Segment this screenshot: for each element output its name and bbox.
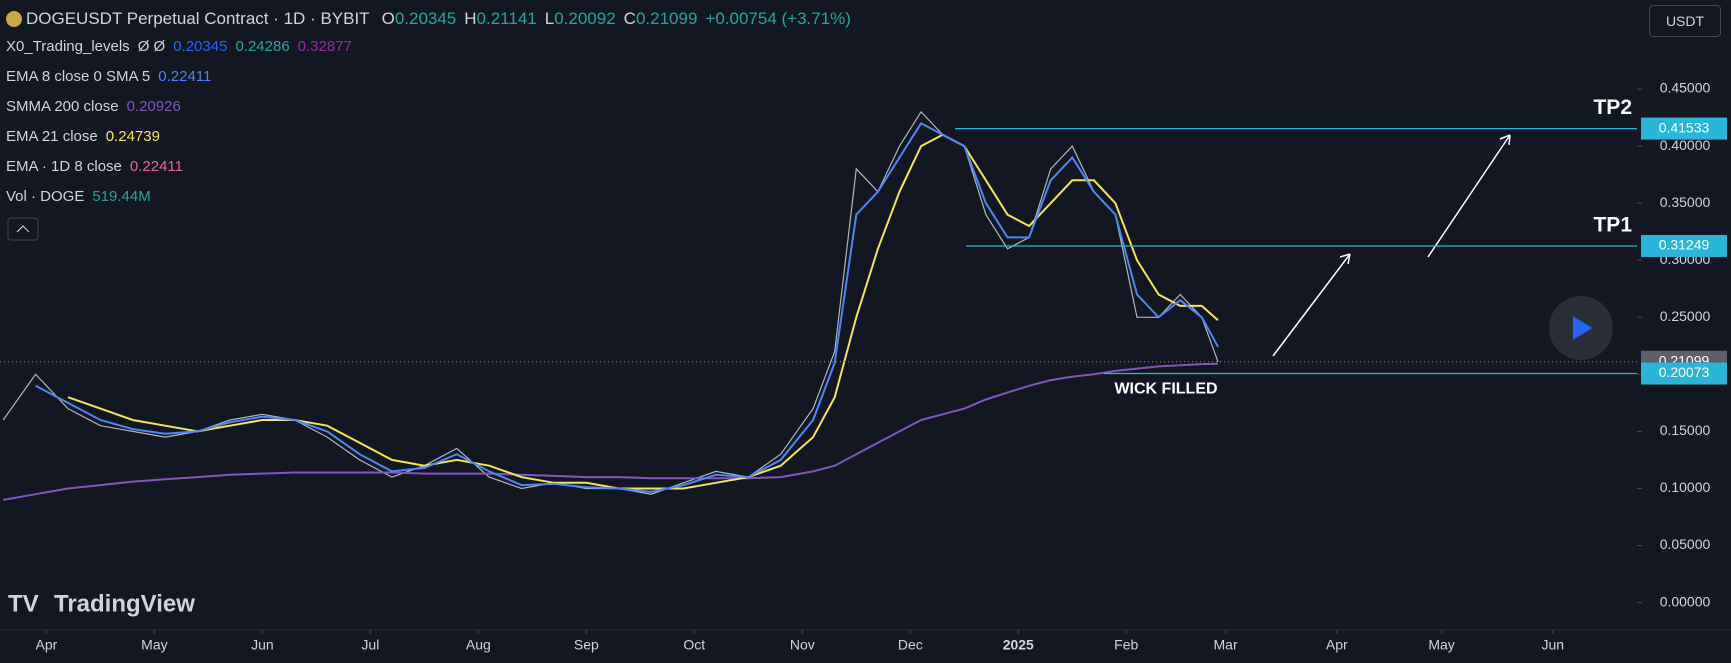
price-axis-panel: [1637, 0, 1731, 663]
indicator-line: [35, 121, 1219, 493]
indicator-value: 0.32877: [297, 38, 352, 55]
indicator-value: 0.22411: [129, 158, 183, 175]
level-annotation: WICK FILLED: [1114, 381, 1217, 398]
collapse-button[interactable]: [7, 217, 39, 241]
x-tick-label: Mar: [1214, 637, 1238, 653]
arrow: [1272, 253, 1351, 357]
x-tick-label: May: [141, 637, 167, 653]
x-tick-label: Apr: [36, 637, 58, 653]
indicator-value: 519.44M: [92, 188, 151, 205]
ohlc-value: 0.21141: [476, 9, 537, 28]
indicator-name: EMA 8 close 0 SMA 5: [6, 68, 151, 85]
arrow-head: [1499, 134, 1511, 140]
arrow-head: [1347, 253, 1351, 265]
x-tick-label: 2025: [1003, 637, 1034, 653]
x-tick-label: Oct: [683, 637, 705, 653]
x-tick-label: Sep: [574, 637, 599, 653]
ohlc-label: O: [381, 9, 395, 28]
indicator-row[interactable]: EMA 21 close 0.24739: [6, 128, 168, 145]
ohlc-label: L: [544, 9, 555, 28]
indicator-row[interactable]: Vol · DOGE 519.44M: [6, 188, 159, 205]
collapse-icon: [16, 225, 30, 233]
ohlc-value: 0.20092: [554, 9, 616, 28]
indicator-value: 0.24286: [235, 38, 290, 55]
arrow-head: [1339, 253, 1351, 258]
x-tick-label: May: [1428, 637, 1454, 653]
coin-icon: [6, 11, 22, 27]
level-price-label: 0.41533: [1659, 119, 1710, 135]
header: DOGEUSDT Perpetual Contract · 1D · BYBIT…: [26, 9, 854, 29]
level-price-label: 0.20073: [1659, 364, 1710, 380]
level-price-tag: [1641, 234, 1727, 257]
ohlc-label: H: [464, 9, 477, 28]
indicator-value: 0.20926: [126, 98, 181, 115]
currency-button[interactable]: USDT: [1649, 5, 1721, 37]
x-tick-label: Feb: [1114, 637, 1138, 653]
y-tick-label: 0.05000: [1660, 536, 1711, 552]
x-tick-label: Jul: [361, 637, 379, 653]
indicator-value: 0.24739: [105, 128, 160, 145]
indicator-row[interactable]: X0_Trading_levels Ø Ø 0.20345 0.24286 0.3287…: [6, 38, 360, 55]
level-price-label: 0.31249: [1659, 237, 1710, 253]
y-tick-label: 0.15000: [1660, 422, 1711, 438]
level-price-tag: [1641, 117, 1727, 140]
ohlc-label: C: [623, 9, 636, 28]
indicator-params: Ø Ø: [137, 38, 166, 55]
x-tick-label: Aug: [466, 637, 491, 653]
play-icon: [1573, 316, 1592, 340]
y-tick-label: 0.40000: [1660, 137, 1711, 153]
indicator-line: [3, 362, 1219, 501]
symbol-title: DOGEUSDT Perpetual Contract · 1D · BYBIT: [26, 9, 370, 28]
indicator-name: EMA · 1D 8 close: [6, 158, 122, 175]
level-price-tag: [1641, 362, 1727, 385]
indicator-name: X0_Trading_levels: [6, 38, 130, 55]
ohlc-value: 0.20345: [394, 9, 457, 28]
x-tick-label: Jun: [251, 637, 274, 653]
y-tick-label: 0.00000: [1660, 593, 1711, 609]
y-tick-label: 0.35000: [1660, 194, 1711, 210]
arrow: [1427, 134, 1511, 258]
indicator-name: SMMA 200 close: [6, 98, 119, 115]
price-change: +0.00754 (+3.71%): [705, 9, 851, 28]
y-tick-label: 0.10000: [1660, 479, 1711, 495]
y-tick-label: 0.45000: [1660, 80, 1711, 96]
indicator-row[interactable]: EMA 8 close 0 SMA 5 0.22411: [6, 68, 219, 85]
brand-name: TradingView: [54, 590, 195, 617]
indicator-value: 0.22411: [158, 68, 212, 85]
indicator-name: Vol · DOGE: [6, 188, 85, 205]
indicator-value: 0.20345: [173, 38, 228, 55]
level-annotation: TP2: [1593, 96, 1632, 119]
indicator-line: [67, 133, 1219, 490]
indicator-name: EMA 21 close: [6, 128, 98, 145]
y-tick-label: 0.25000: [1660, 308, 1711, 324]
x-tick-label: Nov: [790, 637, 815, 653]
x-tick-label: Apr: [1326, 637, 1348, 653]
indicator-row[interactable]: EMA · 1D 8 close 0.22411: [6, 158, 191, 175]
indicator-row[interactable]: SMMA 200 close 0.20926: [6, 98, 189, 115]
arrow-head: [1508, 134, 1511, 146]
brand-logo: TV: [8, 590, 39, 617]
ohlc-value: 0.21099: [635, 9, 698, 28]
level-annotation: TP1: [1593, 214, 1632, 237]
x-tick-label: Dec: [898, 637, 923, 653]
x-tick-label: Jun: [1541, 637, 1564, 653]
price-line: [2, 110, 1219, 495]
